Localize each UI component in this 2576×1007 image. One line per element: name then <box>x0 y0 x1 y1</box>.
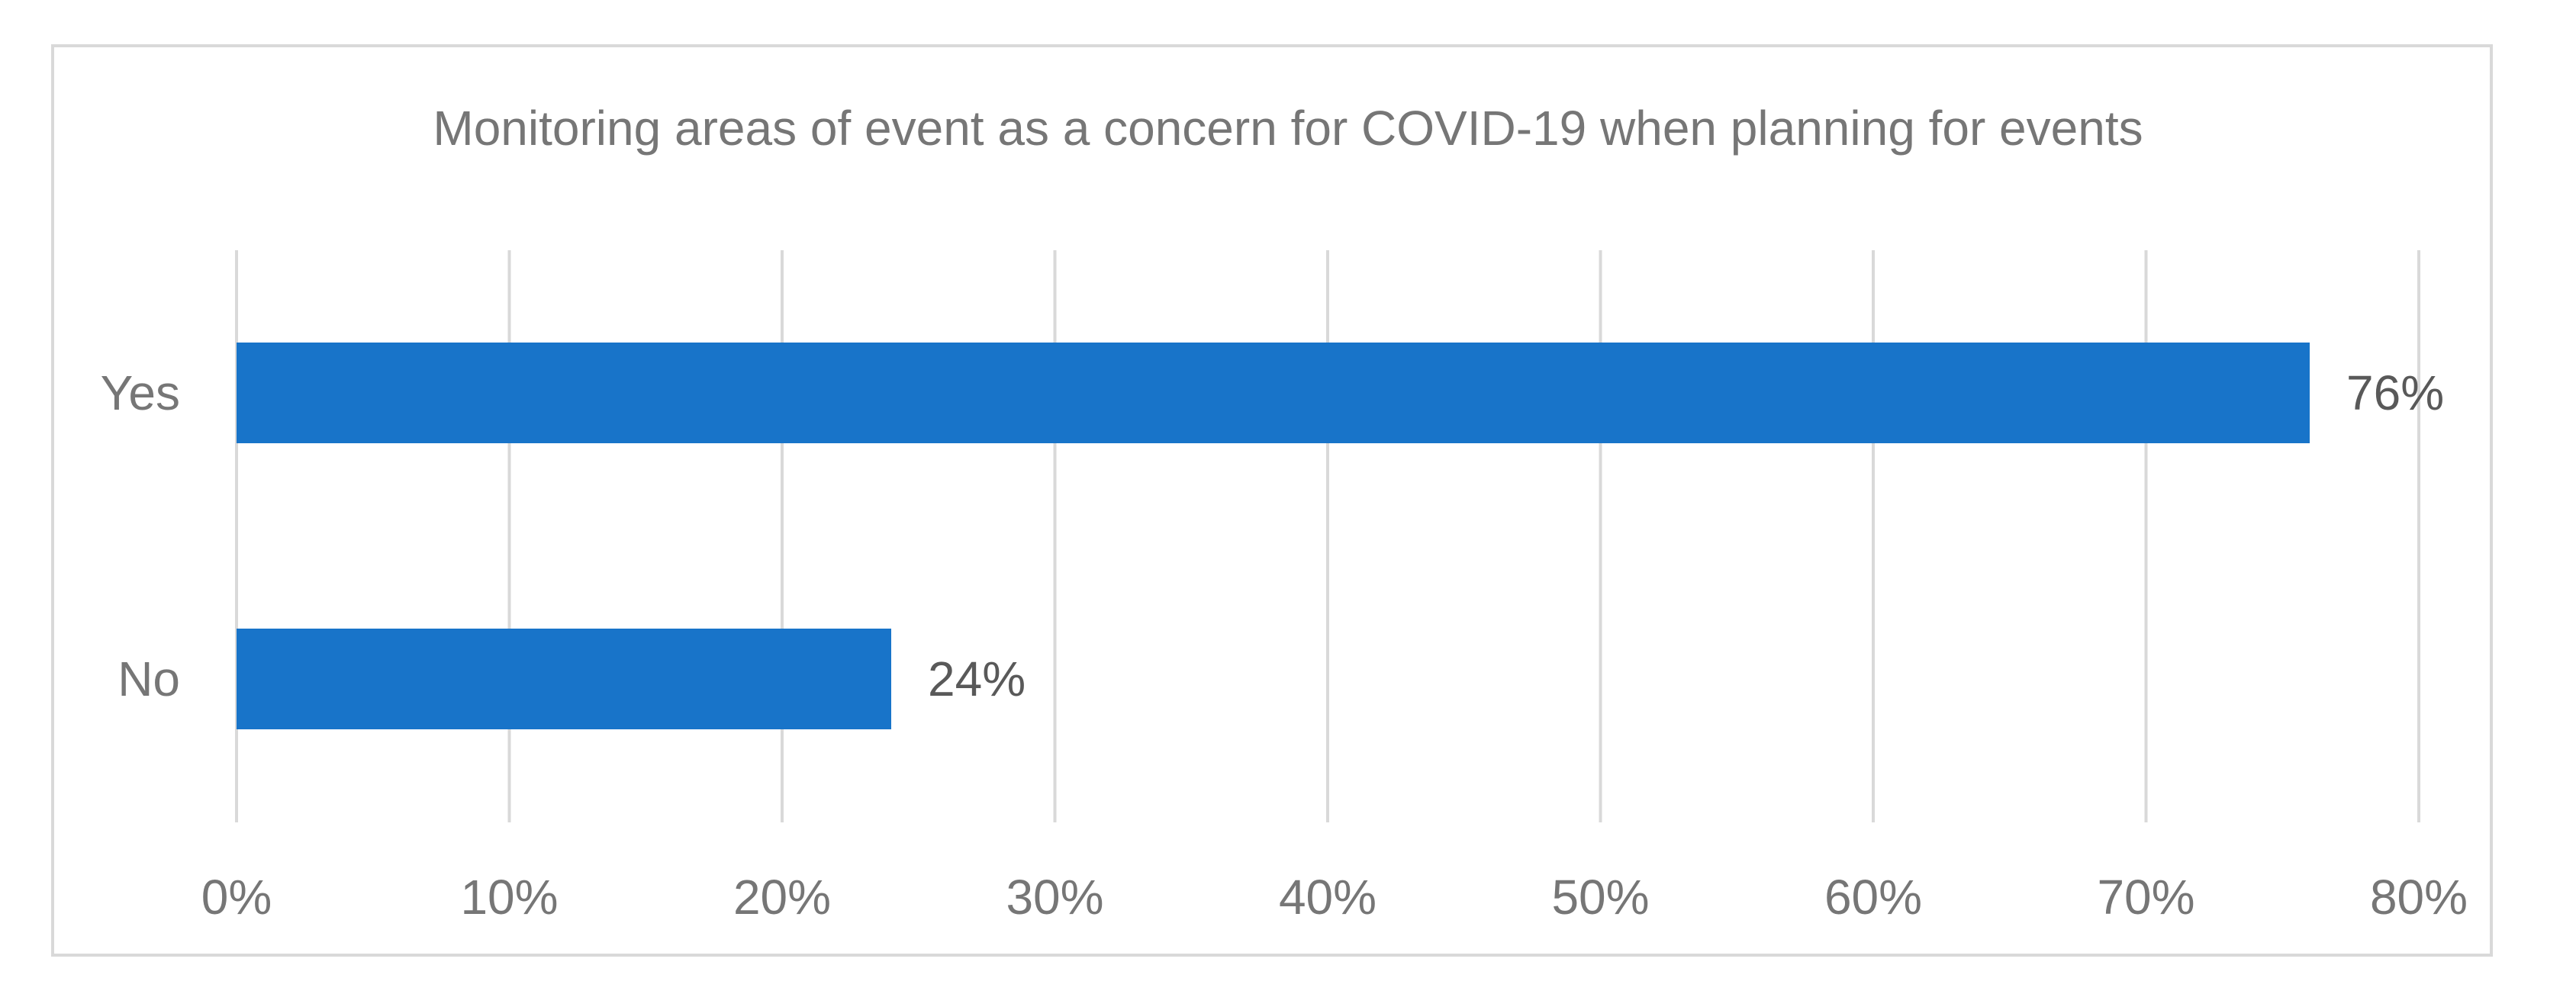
x-tick-label-10pct: 10% <box>460 870 558 925</box>
x-tick-label-60pct: 60% <box>1824 870 1922 925</box>
chart-frame <box>51 44 2493 957</box>
data-labels: 76% 24% <box>928 365 2444 706</box>
data-label-no: 24% <box>928 651 1026 706</box>
x-tick-label-80pct: 80% <box>2370 870 2468 925</box>
category-label-no: No <box>118 651 180 706</box>
category-label-yes: Yes <box>101 365 180 420</box>
x-tick-label-0pct: 0% <box>201 870 272 925</box>
bars <box>237 343 2310 729</box>
x-tick-label-30pct: 30% <box>1006 870 1103 925</box>
gridlines <box>235 250 2420 822</box>
bar-yes <box>237 343 2310 443</box>
x-tick-label-40pct: 40% <box>1279 870 1377 925</box>
bar-no <box>237 629 891 729</box>
x-tick-label-20pct: 20% <box>733 870 831 925</box>
category-labels: Yes No <box>101 365 180 706</box>
x-tick-label-50pct: 50% <box>1551 870 1649 925</box>
x-tick-label-70pct: 70% <box>2097 870 2194 925</box>
data-label-yes: 76% <box>2346 365 2444 420</box>
x-tick-labels: 0% 10% 20% 30% 40% 50% 60% 70% 80% <box>201 870 2468 925</box>
chart-title: Monitoring areas of event as a concern f… <box>433 101 2143 156</box>
